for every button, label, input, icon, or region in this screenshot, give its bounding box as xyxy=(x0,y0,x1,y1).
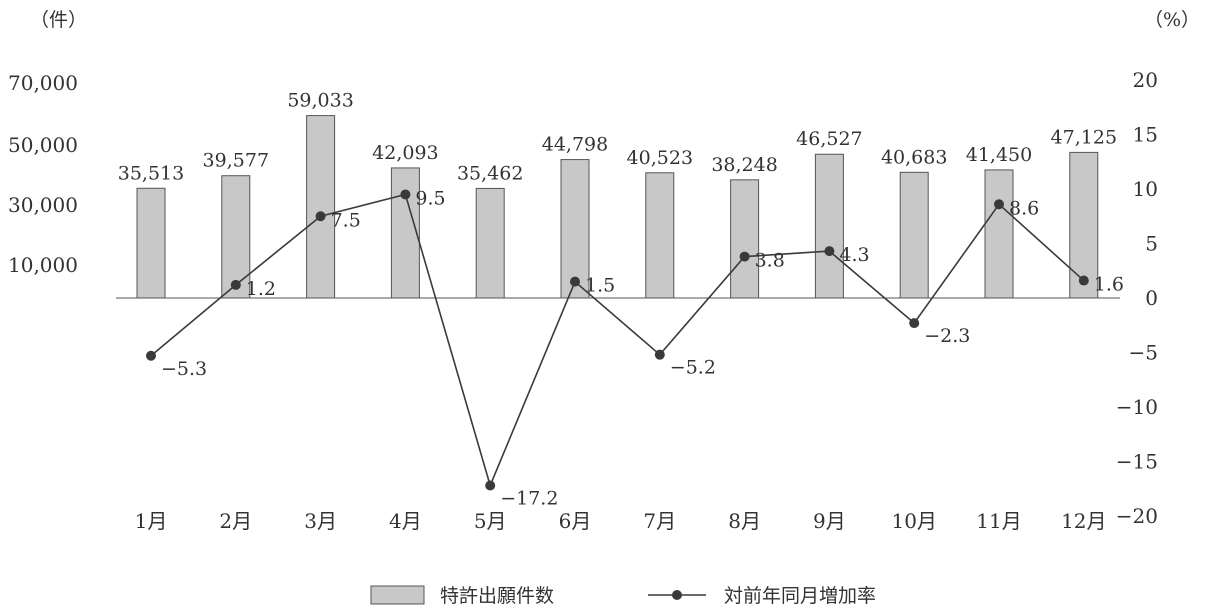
bar xyxy=(645,172,675,299)
bar-value-label: 41,450 xyxy=(966,144,1032,166)
right-axis-tick-label: 0 xyxy=(1145,286,1158,310)
line-value-label: 1.2 xyxy=(246,278,276,300)
legend-bar-label: 特許出願件数 xyxy=(440,585,554,607)
line-point xyxy=(400,189,411,200)
right-axis-tick-label: −20 xyxy=(1116,504,1158,528)
x-axis: 1月 2月 3月 4月 5月 6月 7月 8月 9月 10月 11月 12月 xyxy=(135,509,1107,533)
bar xyxy=(899,171,929,299)
legend-line-marker xyxy=(672,590,682,600)
bar-value-label: 47,125 xyxy=(1051,126,1117,148)
legend-bar-swatch xyxy=(370,585,425,605)
left-axis-unit: （件） xyxy=(30,9,87,31)
line-value-label: 7.5 xyxy=(331,209,361,231)
line-value-label: −17.2 xyxy=(500,487,558,509)
bar-value-label: 35,513 xyxy=(118,162,184,184)
line-value-label: 3.8 xyxy=(755,250,785,272)
left-axis-tick-label: 70,000 xyxy=(8,71,78,95)
line-value-label: −2.3 xyxy=(924,325,970,347)
x-axis-tick-label: 8月 xyxy=(728,509,761,533)
line-value-label: 4.3 xyxy=(839,244,869,266)
left-axis-tick-label: 30,000 xyxy=(8,193,78,217)
line-point xyxy=(824,246,835,257)
right-axis-tick-label: −10 xyxy=(1116,395,1158,419)
x-axis-tick-label: 6月 xyxy=(559,509,592,533)
bar xyxy=(730,179,760,299)
right-axis-unit: （%） xyxy=(1144,9,1200,31)
right-axis-tick-label: 15 xyxy=(1133,123,1158,147)
line-path xyxy=(150,193,1085,488)
line-value-label: −5.3 xyxy=(161,358,207,380)
x-axis-tick-label: 9月 xyxy=(813,509,846,533)
left-axis: 10,000 30,000 50,000 70,000 xyxy=(8,71,78,277)
x-axis-tick-label: 5月 xyxy=(474,509,507,533)
line-series: −5.3 1.2 7.5 9.5 −17.2 1.5 −5.2 3.8 4.3 −2.3 8.6 1.… xyxy=(146,187,1124,509)
x-axis-tick-label: 11月 xyxy=(976,509,1021,533)
line-point xyxy=(909,318,920,329)
bar-value-label: 38,248 xyxy=(711,154,777,176)
axis-units: （件） （%） xyxy=(30,9,1200,31)
line-point xyxy=(485,480,496,491)
x-axis-tick-label: 7月 xyxy=(643,509,676,533)
x-axis-tick-label: 3月 xyxy=(304,509,337,533)
line-point xyxy=(994,199,1004,210)
bar-value-labels: 35,513 39,577 59,033 42,093 35,462 44,798 40,5… xyxy=(118,90,1117,185)
bar-value-label: 42,093 xyxy=(372,142,438,164)
left-axis-tick-label: 10,000 xyxy=(8,253,78,277)
x-axis-tick-label: 4月 xyxy=(389,509,422,533)
right-axis-tick-label: −15 xyxy=(1116,450,1158,474)
bar xyxy=(475,187,505,299)
x-axis-tick-label: 2月 xyxy=(219,509,252,533)
line-point xyxy=(146,350,156,361)
line-point xyxy=(315,211,326,222)
bar-value-label: 40,683 xyxy=(881,146,947,168)
bar-value-label: 46,527 xyxy=(796,128,862,150)
line-point xyxy=(570,276,580,287)
line-point xyxy=(739,251,750,262)
right-axis-tick-label: 10 xyxy=(1133,177,1158,201)
left-axis-tick-label: 50,000 xyxy=(8,133,78,157)
bar xyxy=(306,115,336,299)
bar xyxy=(1069,151,1099,299)
line-point xyxy=(654,349,665,360)
bar xyxy=(984,169,1014,299)
right-axis-tick-label: 20 xyxy=(1133,68,1158,92)
legend: 特許出願件数 対前年同月増加率 xyxy=(370,585,876,607)
bar-value-label: 59,033 xyxy=(287,90,353,112)
bar xyxy=(560,159,590,299)
bar xyxy=(136,187,166,299)
right-axis-tick-label: 5 xyxy=(1145,232,1158,256)
x-axis-tick-label: 12月 xyxy=(1061,509,1106,533)
bar xyxy=(814,153,844,299)
line-value-label: 1.5 xyxy=(585,275,615,297)
line-value-label: 8.6 xyxy=(1009,197,1039,219)
line-point xyxy=(1078,275,1089,286)
bar-value-label: 44,798 xyxy=(542,134,608,156)
right-axis: 20 15 10 5 0 −5 −10 −15 −20 xyxy=(1116,68,1158,528)
bar-series xyxy=(136,115,1099,299)
line-value-label: −5.2 xyxy=(670,357,716,379)
x-axis-tick-label: 1月 xyxy=(135,509,168,533)
x-axis-tick-label: 10月 xyxy=(891,509,936,533)
right-axis-tick-label: −5 xyxy=(1129,341,1158,365)
line-point xyxy=(230,279,241,290)
bar-value-label: 35,462 xyxy=(457,162,523,184)
legend-line-label: 対前年同月増加率 xyxy=(724,585,876,607)
line-value-label: 1.6 xyxy=(1094,274,1124,296)
bar-value-label: 40,523 xyxy=(627,147,693,169)
bar-value-label: 39,577 xyxy=(203,150,269,172)
line-value-label: 9.5 xyxy=(415,187,445,209)
